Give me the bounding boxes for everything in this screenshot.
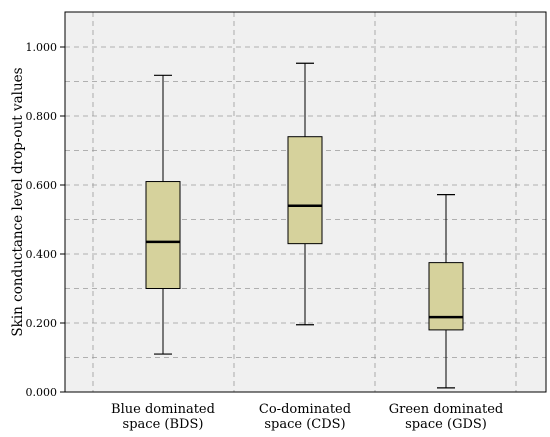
plot-frame xyxy=(64,11,547,393)
category-label: Green dominated xyxy=(389,402,504,417)
box-1 xyxy=(145,74,181,355)
category-label: Blue dominated xyxy=(111,402,215,417)
category-label: space (GDS) xyxy=(405,417,487,432)
category-label: space (BDS) xyxy=(123,417,204,432)
grid-lines xyxy=(65,12,546,392)
y-axis-title: Skin conductance level drop-out values xyxy=(10,67,26,336)
box-3 xyxy=(428,194,464,389)
category-label: Co-dominated xyxy=(259,402,351,417)
y-tick-label: 0.200 xyxy=(26,317,58,330)
category-label: space (CDS) xyxy=(264,417,345,432)
iqr-box xyxy=(287,136,323,245)
box-2 xyxy=(287,62,323,326)
iqr-box xyxy=(428,262,464,331)
boxes xyxy=(145,62,464,389)
y-axis: 0.000 0.200 0.400 0.600 0.800 1.000 xyxy=(26,41,65,399)
iqr-box xyxy=(145,181,181,289)
y-tick-label: 0.000 xyxy=(26,386,58,399)
y-tick-label: 1.000 xyxy=(26,41,58,54)
y-tick-label: 0.800 xyxy=(26,110,58,123)
y-tick-label: 0.600 xyxy=(26,179,58,192)
y-tick-label: 0.400 xyxy=(26,248,58,261)
